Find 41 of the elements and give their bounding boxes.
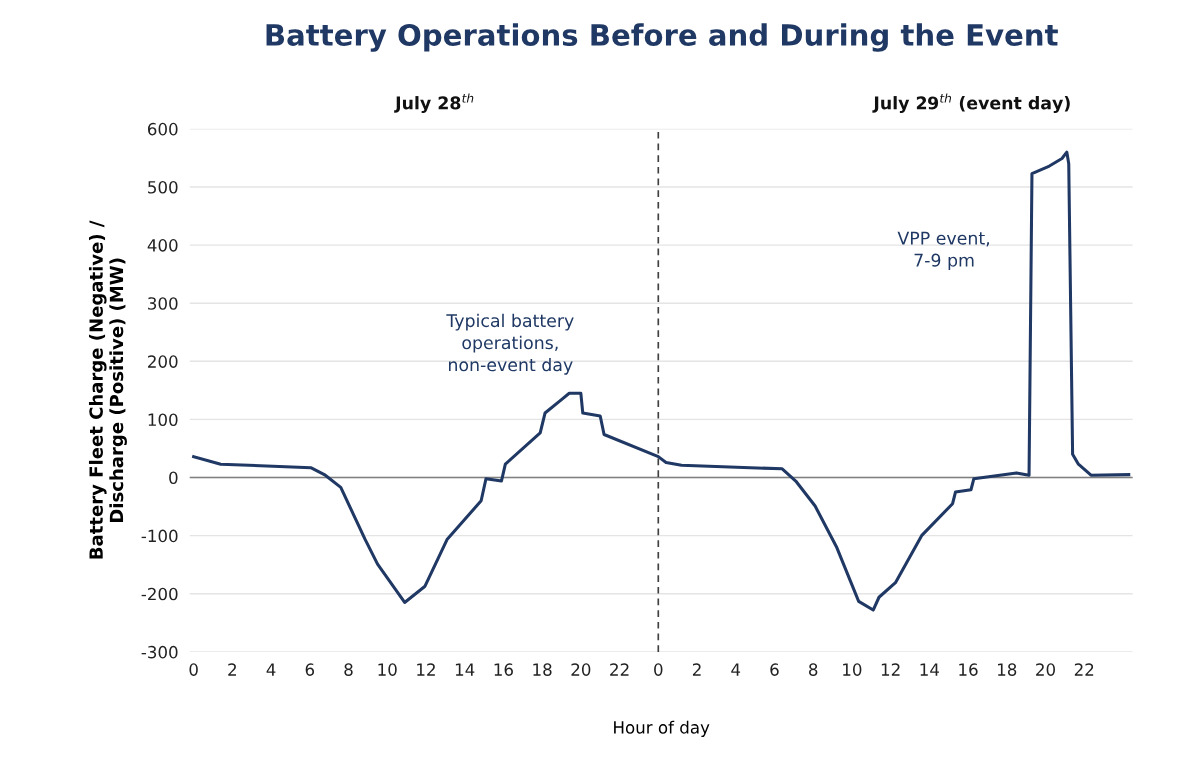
x-tick-label: 12	[417, 663, 435, 676]
x-tick-label: 18	[998, 663, 1017, 676]
x-tick-label: 12	[881, 663, 900, 676]
text: July 28$^{th}$	[394, 93, 474, 113]
x-tick-label: 18	[533, 663, 552, 676]
x-tick-label: 22	[1074, 663, 1094, 676]
y-tick-label: 0	[169, 471, 178, 485]
x-tick-label: 10	[378, 663, 397, 676]
y-tick-label: 100	[148, 413, 178, 426]
x-tick-label: 16	[959, 663, 978, 676]
chart-title: Battery Operations Before and During the Event	[266, 23, 1058, 52]
y-tick-label: 600	[148, 122, 178, 136]
x-tick-label: 0	[654, 663, 663, 676]
x-tick-label: 4	[266, 663, 276, 676]
x-tick-label: 10	[843, 663, 862, 676]
y-tick-label: -200	[141, 587, 178, 601]
x-tick-label: 2	[228, 663, 236, 676]
y-axis-title: Battery Fleet Charge (Negative) / Discharge (Positive) (MW)	[88, 220, 127, 559]
x-tick-label: 14	[455, 663, 475, 676]
x-tick-label: 4	[731, 663, 741, 676]
x-tick-label: 20	[1036, 663, 1055, 676]
y-tick-label: 200	[148, 355, 178, 368]
y-tick-label: 500	[148, 180, 178, 194]
x-tick-label: 20	[571, 663, 591, 676]
annotation: Typical battery operations, non-event day	[446, 313, 574, 375]
x-tick-label: 6	[305, 663, 315, 676]
x-tick-label: 16	[494, 663, 513, 676]
y-tick-label: 400	[147, 239, 178, 252]
x-tick-label: 8	[344, 663, 353, 676]
y-tick-label: -100	[141, 529, 178, 543]
annotation: VPP event, 7-9 pm	[897, 231, 990, 271]
x-tick-label: 6	[770, 663, 779, 676]
y-tick-label: 300	[148, 297, 178, 310]
x-tick-label: 8	[809, 663, 818, 676]
x-tick-label: 0	[189, 663, 198, 676]
x-tick-label: 2	[692, 663, 701, 676]
x-axis-title: Hour of day	[614, 720, 710, 737]
y-tick-label: -300	[141, 645, 178, 659]
x-tick-label: 22	[610, 663, 629, 676]
x-tick-label: 14	[920, 663, 940, 676]
text: July 29$^{th}$ (event day)	[872, 93, 1070, 113]
